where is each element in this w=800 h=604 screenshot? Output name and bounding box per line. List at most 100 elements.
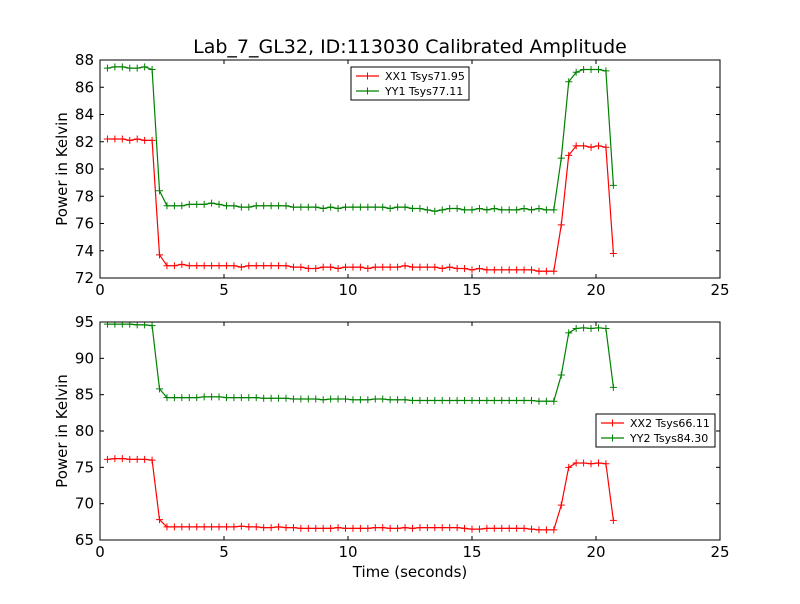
data-point (141, 63, 149, 71)
data-point (334, 395, 342, 403)
data-point (468, 206, 476, 214)
data-point (505, 396, 513, 404)
series-markers-1 (103, 322, 617, 405)
data-point (297, 263, 305, 271)
data-point (267, 202, 275, 210)
data-point (364, 203, 372, 211)
data-point (490, 396, 498, 404)
data-point (304, 395, 312, 403)
data-point (453, 264, 461, 272)
data-point (185, 394, 193, 402)
data-point (550, 526, 558, 534)
data-point (133, 455, 141, 463)
data-point (438, 396, 446, 404)
data-point (475, 264, 483, 272)
data-point (542, 267, 550, 275)
data-point (468, 266, 476, 274)
data-point (334, 524, 342, 532)
data-point (408, 263, 416, 271)
data-point (386, 205, 394, 213)
data-point (609, 516, 617, 524)
data-point (215, 393, 223, 401)
chart-bottom: 0 5 10 15 20 25 65 70 75 80 85 90 95 Power in Kelvin T… (53, 313, 730, 581)
data-point (557, 501, 565, 509)
y-tick-label: 75 (75, 458, 94, 476)
data-point (245, 203, 253, 211)
data-point (163, 394, 171, 402)
data-point (230, 523, 238, 531)
data-point (468, 396, 476, 404)
data-point (252, 202, 260, 210)
legend: XX2 Tsys66.11 YY2 Tsys84.30 (595, 413, 716, 448)
data-point (103, 322, 111, 328)
data-point (170, 523, 178, 531)
y-tick-label: 72 (75, 269, 94, 287)
data-point (297, 395, 305, 403)
data-point (245, 523, 253, 531)
data-point (319, 205, 327, 213)
data-point (208, 393, 216, 401)
data-point (356, 524, 364, 532)
data-point (609, 383, 617, 391)
data-point (394, 263, 402, 271)
data-point (252, 262, 260, 270)
data-point (200, 262, 208, 270)
data-point (356, 396, 364, 404)
y-tick-label: 90 (75, 349, 94, 367)
data-point (282, 262, 290, 270)
data-point (141, 455, 149, 463)
data-point (408, 524, 416, 532)
data-point (156, 187, 164, 195)
data-point (103, 64, 111, 72)
data-point (602, 67, 610, 75)
data-point (133, 64, 141, 72)
legend-marker (364, 87, 371, 95)
data-point (185, 523, 193, 531)
x-tick-label: 25 (710, 281, 729, 299)
data-point (148, 322, 156, 330)
data-point (572, 459, 580, 467)
data-point (349, 203, 357, 211)
data-point (423, 396, 431, 404)
data-point (327, 395, 335, 403)
data-point (394, 203, 402, 211)
data-point (550, 206, 558, 214)
data-point (215, 262, 223, 270)
x-tick-label: 5 (219, 281, 229, 299)
data-point (200, 393, 208, 401)
data-point (237, 263, 245, 271)
data-point (408, 205, 416, 213)
y-tick-label: 85 (75, 386, 94, 404)
data-point (394, 396, 402, 404)
data-point (275, 262, 283, 270)
data-point (126, 455, 134, 463)
data-point (401, 262, 409, 270)
y-tick-label: 84 (75, 106, 94, 124)
data-point (267, 262, 275, 270)
legend-label: XX2 Tsys66.11 (630, 417, 710, 430)
data-point (237, 394, 245, 402)
data-point (111, 63, 119, 71)
data-point (386, 263, 394, 271)
data-point (498, 524, 506, 532)
data-point (342, 203, 350, 211)
data-point (126, 136, 134, 144)
data-point (163, 523, 171, 531)
data-point (170, 394, 178, 402)
data-point (289, 395, 297, 403)
data-point (557, 221, 565, 229)
data-point (453, 396, 461, 404)
data-point (386, 524, 394, 532)
data-point (342, 524, 350, 532)
data-point (572, 68, 580, 76)
data-point (260, 262, 268, 270)
data-point (513, 524, 521, 532)
data-point (282, 394, 290, 402)
data-point (103, 135, 111, 143)
data-point (587, 325, 595, 333)
data-point (520, 266, 528, 274)
data-point (163, 202, 171, 210)
data-point (193, 394, 201, 402)
data-point (423, 263, 431, 271)
